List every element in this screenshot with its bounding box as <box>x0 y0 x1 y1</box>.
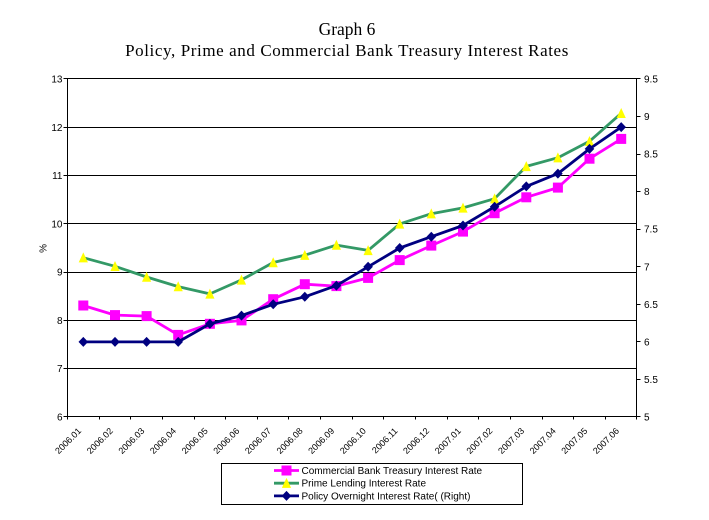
svg-text:6: 6 <box>644 337 650 348</box>
svg-text:Commercial Bank Treasury Inter: Commercial Bank Treasury Interest Rate <box>302 466 483 477</box>
svg-text:11: 11 <box>52 171 63 182</box>
svg-text:Policy Overnight Interest Rate: Policy Overnight Interest Rate( (Right) <box>302 491 471 502</box>
svg-text:Prime Lending Interest Rate: Prime Lending Interest Rate <box>302 479 427 490</box>
svg-text:8: 8 <box>57 316 63 327</box>
svg-text:5.5: 5.5 <box>644 375 658 386</box>
svg-text:13: 13 <box>51 75 63 86</box>
svg-text:Policy, Prime and Commercial B: Policy, Prime and Commercial Bank Treasu… <box>125 41 569 60</box>
svg-text:5: 5 <box>644 413 650 424</box>
svg-text:6.5: 6.5 <box>644 300 658 311</box>
svg-text:9: 9 <box>644 112 650 123</box>
svg-text:6: 6 <box>57 413 63 424</box>
svg-text:7.5: 7.5 <box>644 225 658 236</box>
svg-text:9.5: 9.5 <box>644 75 658 86</box>
svg-text:%: % <box>39 244 50 253</box>
svg-text:7: 7 <box>644 262 650 273</box>
svg-text:12: 12 <box>51 123 63 134</box>
svg-text:Graph 6: Graph 6 <box>319 19 376 39</box>
svg-text:10: 10 <box>51 219 63 230</box>
svg-text:8: 8 <box>644 187 650 198</box>
svg-text:8.5: 8.5 <box>644 150 658 161</box>
svg-text:7: 7 <box>57 364 63 375</box>
svg-text:9: 9 <box>57 268 63 279</box>
